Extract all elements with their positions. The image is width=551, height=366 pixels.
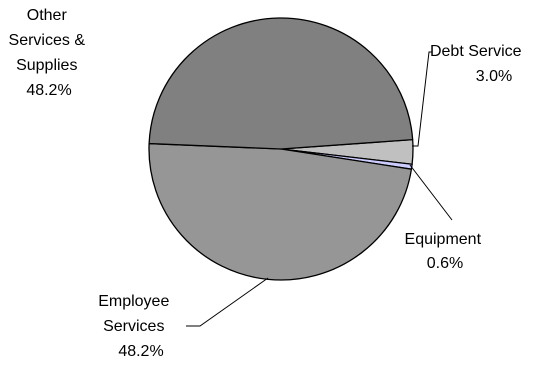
pie-slice-employee-services (148, 142, 413, 281)
slice-label-debt-service: Debt Service 3.0% (430, 43, 526, 85)
slice-label-employee-services: Employee Services 48.2% (98, 293, 174, 360)
pie-slices (148, 17, 414, 281)
leader-line-employee-services (186, 277, 269, 327)
slice-label-equipment: Equipment 0.6% (405, 231, 486, 272)
leader-lines (186, 51, 453, 327)
leader-line-equipment (409, 164, 453, 221)
slice-label-other-services-supplies: Other Services & Supplies 48.2% (9, 7, 90, 99)
pie-slice-other-services-supplies (148, 17, 414, 150)
leader-line-debt-service (412, 51, 432, 147)
